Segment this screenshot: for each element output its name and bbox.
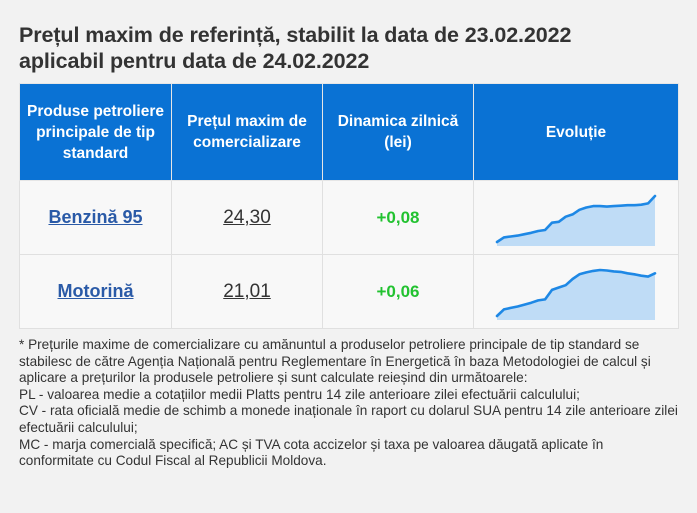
footnote: * Prețurile maxime de comercializare cu … [19, 337, 681, 470]
title-line-2: aplicabil pentru data de 24.02.2022 [19, 49, 370, 73]
footnote-cv: CV - rata oficială medie de schimb a mon… [19, 403, 678, 435]
product-cell: Benzină 95 [19, 180, 172, 255]
price-value: 24,30 [223, 206, 271, 228]
dynamics-value: +0,06 [376, 282, 420, 301]
dynamics-cell: +0,06 [322, 254, 474, 329]
evolution-cell [473, 180, 679, 255]
product-link-motorina[interactable]: Motorină [57, 281, 134, 301]
evolution-cell [473, 254, 679, 329]
dynamics-value: +0,08 [376, 208, 420, 227]
sparkline-area [497, 195, 655, 246]
product-cell: Motorină [19, 254, 172, 329]
price-cell: 24,30 [171, 180, 323, 255]
page-title: Prețul maxim de referință, stabilit la d… [19, 22, 679, 74]
sparkline-area [497, 269, 655, 320]
product-link-benzina[interactable]: Benzină 95 [48, 207, 143, 227]
table-row: Benzină 95 24,30 +0,08 [19, 180, 679, 255]
price-cell: 21,01 [171, 254, 323, 329]
header-product: Produse petroliere principale de tip sta… [19, 83, 172, 181]
price-value: 21,01 [223, 280, 271, 302]
sparkline-line [495, 268, 657, 317]
table-row: Motorină 21,01 +0,06 [19, 254, 679, 329]
footnote-pl: PL - valoarea medie a cotațiilor medii P… [19, 386, 580, 402]
price-table: Produse petroliere principale de tip sta… [19, 83, 679, 329]
header-dynamics: Dinamica zilnică (lei) [322, 83, 474, 181]
footnote-mc: MC - marja comercială specifică; AC și T… [19, 436, 604, 469]
sparkline-chart [495, 194, 657, 246]
title-line-1: Prețul maxim de referință, stabilit la d… [19, 23, 572, 47]
header-price: Prețul maxim de comercializare [171, 83, 323, 181]
header-evolution: Evoluție [473, 83, 679, 181]
sparkline-chart [495, 268, 657, 320]
sparkline-line [495, 194, 657, 243]
footnote-intro: * Prețurile maxime de comercializare cu … [19, 337, 651, 386]
table-header-row: Produse petroliere principale de tip sta… [19, 83, 679, 181]
dynamics-cell: +0,08 [322, 180, 474, 255]
